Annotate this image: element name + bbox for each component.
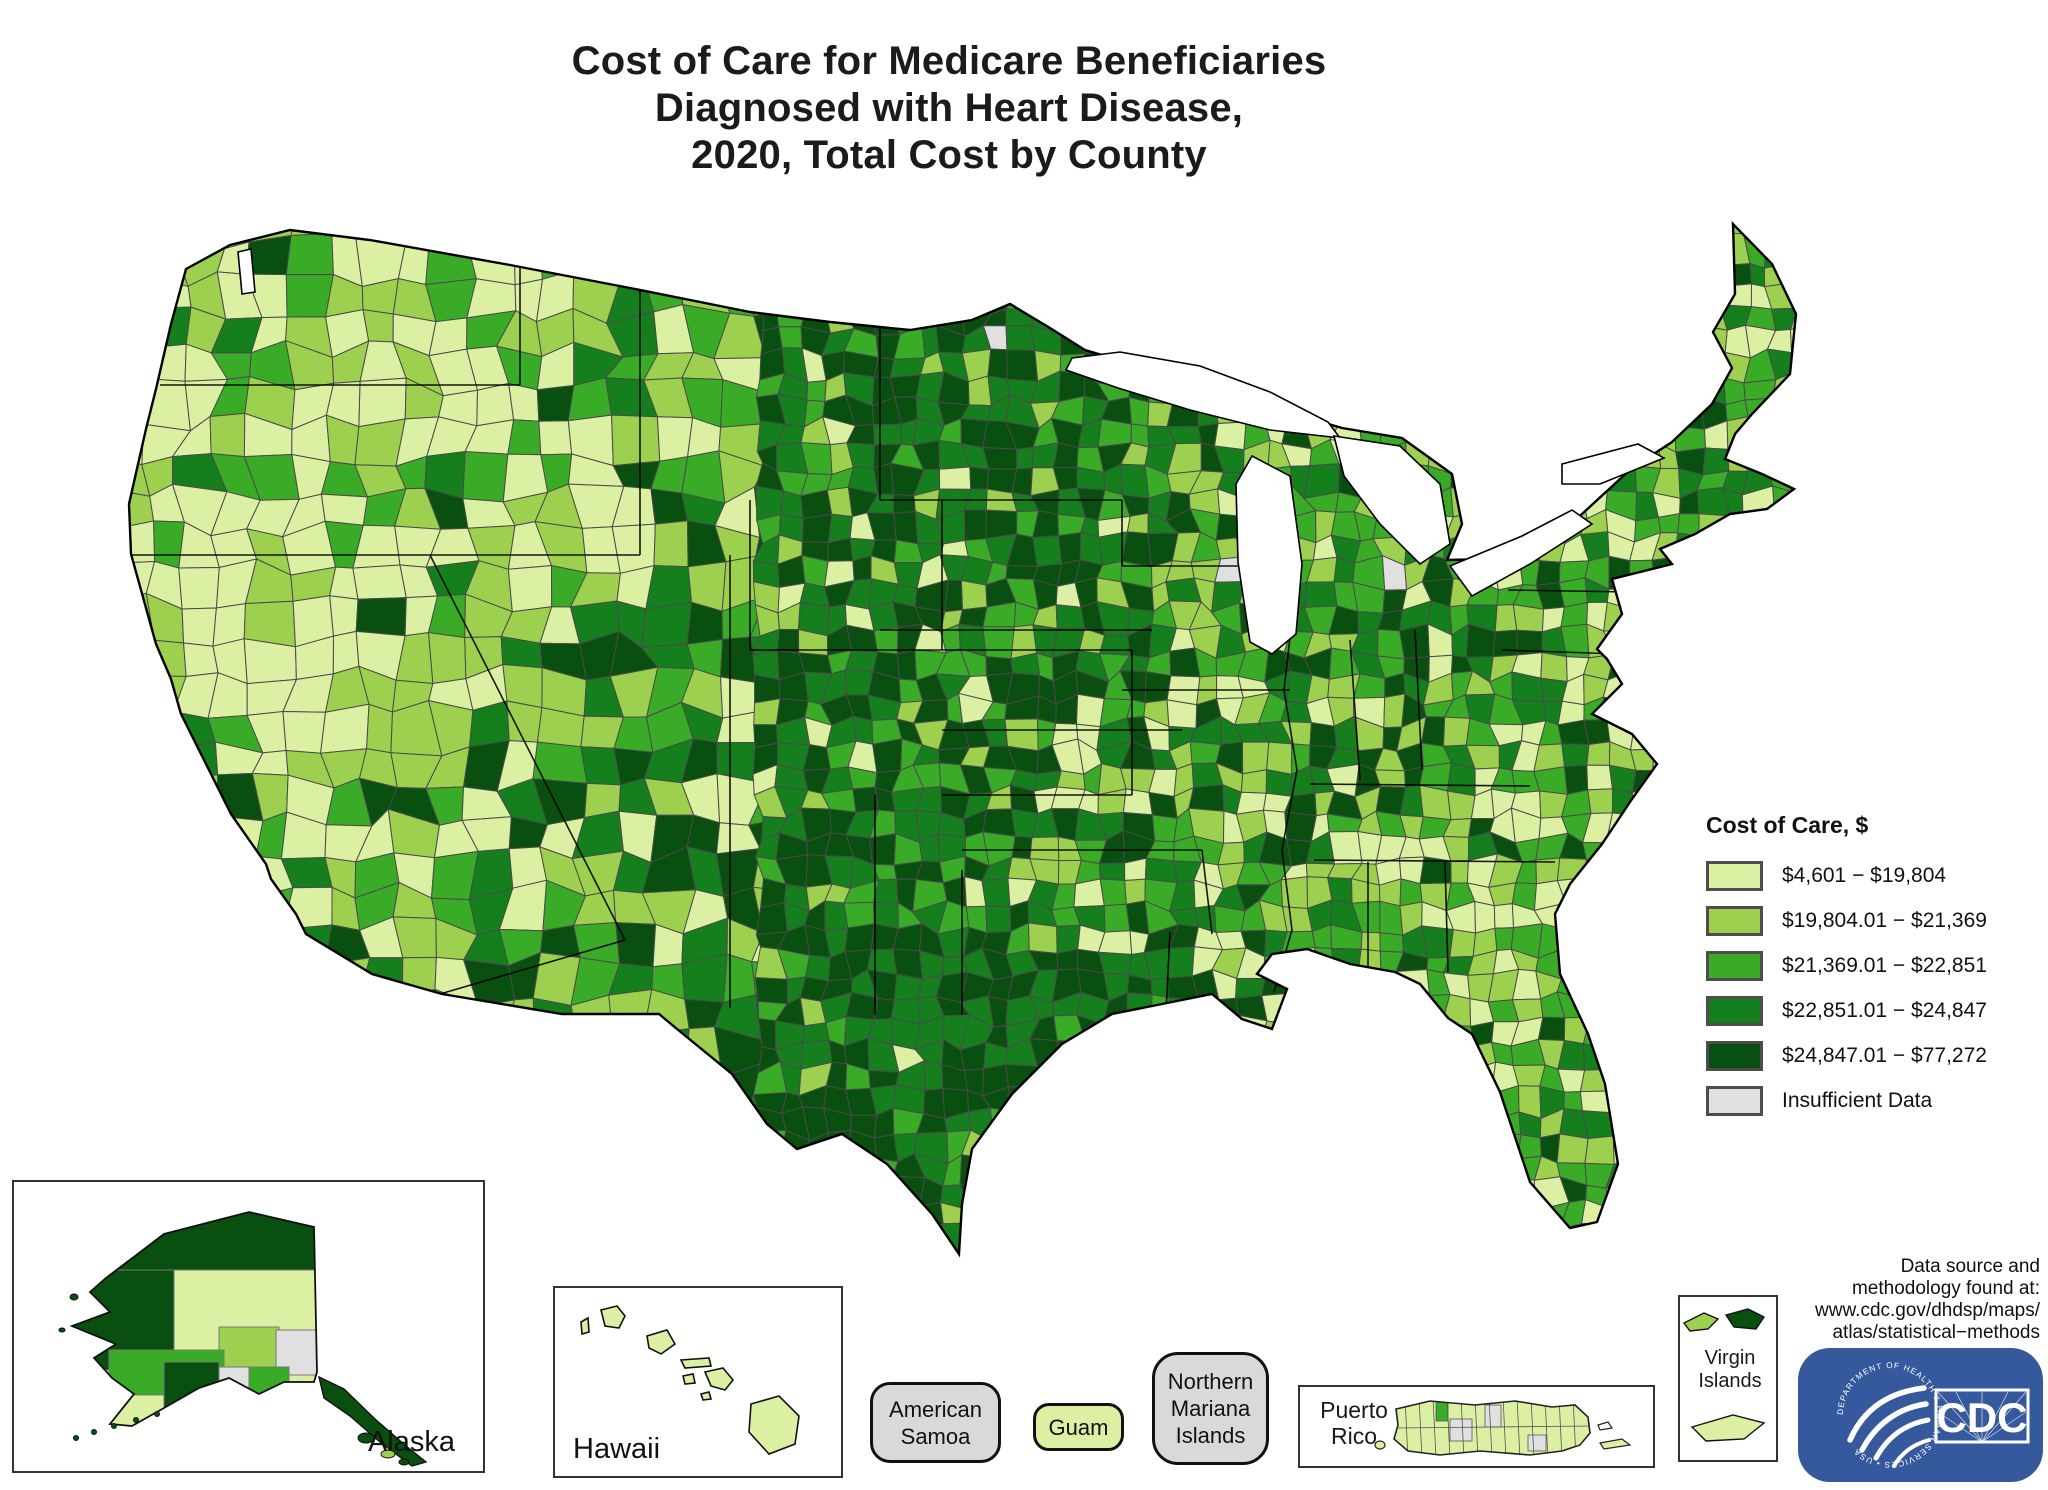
data-source-line: atlas/statistical−methods — [1832, 1322, 2040, 1343]
title-line-1: Cost of Care for Medicare Beneficiaries — [571, 39, 1327, 83]
northern-mariana-label: Northern Mariana Islands — [1167, 1369, 1254, 1448]
map-title: Cost of Care for Medicare Beneficiaries … — [274, 38, 1624, 179]
legend-swatch-class5 — [1706, 1040, 1763, 1071]
puerto-rico-map — [1374, 1400, 1632, 1456]
cdc-hhs-logo: DEPARTMENT OF HEALTH & HUMAN SERVICES • … — [1798, 1348, 2043, 1482]
guam-label: Guam — [1048, 1414, 1109, 1440]
aleutian-island — [73, 1434, 80, 1441]
virgin-islands-map — [1682, 1308, 1766, 1442]
culebra-island — [1597, 1421, 1614, 1431]
puerto-rico-inset: Puerto Rico — [1298, 1385, 1655, 1468]
aleutian-island — [153, 1410, 160, 1417]
hawaii-island — [703, 1367, 735, 1391]
aleutian-island — [91, 1428, 98, 1435]
st-john-island — [1724, 1308, 1766, 1330]
hawaii-inset: Hawaii — [553, 1286, 843, 1478]
legend-swatch-class4 — [1706, 995, 1763, 1026]
legend: Cost of Care, $ $4,601 − $19,804 $19,804… — [1706, 812, 2048, 1123]
virgin-islands-inset: Virgin Islands — [1678, 1295, 1778, 1462]
legend-row: Insufficient Data — [1706, 1078, 2048, 1123]
legend-label: Insufficient Data — [1782, 1088, 1933, 1112]
us-county-choropleth-map — [127, 220, 1798, 1258]
cdc-logo-background — [1798, 1348, 2043, 1482]
guam-badge: Guam — [1033, 1403, 1124, 1451]
great-lake — [1235, 454, 1303, 655]
hawaii-island — [748, 1395, 800, 1455]
puerto-rico-label: Puerto Rico — [1320, 1397, 1388, 1449]
title-line-2: Diagnosed with Heart Disease, — [654, 86, 1244, 130]
title-line-3: 2020, Total Cost by County — [691, 133, 1207, 177]
hawaii-island — [580, 1316, 590, 1336]
alaska-map — [58, 1211, 428, 1467]
legend-swatch-insufficient — [1706, 1085, 1763, 1116]
hawaii-island — [699, 1391, 713, 1401]
alaska-inset: Alaska — [12, 1180, 485, 1473]
legend-label: $21,369.01 − $22,851 — [1782, 953, 1987, 977]
legend-title: Cost of Care, $ — [1706, 812, 1869, 838]
us-outline — [127, 220, 1798, 1258]
legend-label: $24,847.01 − $77,272 — [1782, 1043, 1987, 1067]
legend-row: $22,851.01 − $24,847 — [1706, 988, 2048, 1033]
cdc-label: CDC — [1937, 1394, 2028, 1441]
great-lake — [1448, 509, 1594, 598]
american-samoa-label: American Samoa — [889, 1396, 982, 1449]
legend-row: $24,847.01 − $77,272 — [1706, 1033, 2048, 1078]
data-source-line: Data source and — [1900, 1256, 2040, 1277]
hawaii-label: Hawaii — [573, 1433, 661, 1465]
american-samoa-badge: American Samoa — [870, 1382, 1001, 1463]
legend-row: $19,804.01 − $21,369 — [1706, 898, 2048, 943]
us-county-mosaic — [129, 224, 1796, 1254]
legend-swatch-class2 — [1706, 905, 1763, 936]
state-borders — [130, 234, 1633, 1015]
legend-label: $19,804.01 − $21,369 — [1782, 908, 1987, 932]
hhs-eagle-icon — [1847, 1385, 1931, 1468]
aleutian-island — [133, 1416, 140, 1423]
legend-swatch-class1 — [1706, 860, 1763, 891]
legend-label: $22,851.01 − $24,847 — [1782, 998, 1987, 1022]
legend-swatch-class3 — [1706, 950, 1763, 981]
st-croix-island — [1690, 1414, 1766, 1442]
data-source-line: methodology found at: — [1851, 1278, 2040, 1299]
vieques-island — [1598, 1438, 1632, 1450]
great-lake — [1332, 435, 1451, 566]
data-source-note: Data source and methodology found at: ww… — [1680, 1256, 2040, 1344]
cdc-wordmark-box: CDC — [1934, 1388, 2030, 1444]
alaska-label: Alaska — [367, 1426, 455, 1458]
legend-row: $21,369.01 − $22,851 — [1706, 943, 2048, 988]
great-lake — [1561, 443, 1666, 485]
mona-island — [1374, 1440, 1386, 1450]
virgin-islands-label: Virgin Islands — [1698, 1347, 1762, 1392]
st-thomas-island — [1682, 1312, 1720, 1332]
data-source-line: www.cdc.gov/dhdsp/maps/ — [1815, 1300, 2040, 1321]
great-lake — [237, 248, 256, 295]
hawaii-map — [580, 1305, 800, 1455]
hawaii-island — [679, 1357, 713, 1369]
legend-row: $4,601 − $19,804 — [1706, 853, 2048, 898]
aleutian-island — [111, 1422, 118, 1429]
northern-mariana-badge: Northern Mariana Islands — [1152, 1352, 1269, 1465]
hawaii-island — [600, 1305, 626, 1329]
legend-label: $4,601 − $19,804 — [1782, 863, 1947, 887]
hawaii-island — [682, 1373, 696, 1385]
alaska-regions — [72, 1212, 317, 1426]
hawaii-island — [646, 1329, 677, 1355]
alaska-panhandle — [317, 1375, 428, 1467]
